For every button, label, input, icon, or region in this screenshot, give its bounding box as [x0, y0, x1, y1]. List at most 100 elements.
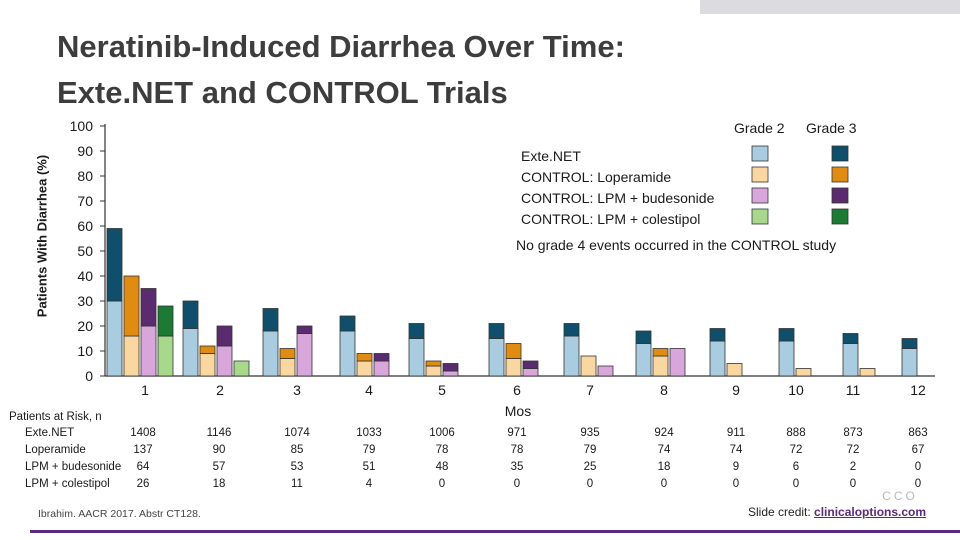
- top-bar-left: [0, 0, 700, 14]
- risk-value: 9: [732, 461, 740, 473]
- risk-value: 18: [657, 461, 671, 473]
- bar-grade3: [216, 325, 233, 347]
- risk-value: 74: [729, 444, 743, 456]
- bar-grade3: [262, 308, 279, 332]
- bar-grade2: [709, 340, 726, 377]
- bar-grade3: [356, 353, 373, 362]
- bar-grade3: [652, 348, 669, 357]
- bar-grade2: [356, 360, 373, 377]
- risk-value: 0: [849, 478, 857, 490]
- bar-grade2: [106, 300, 123, 377]
- bar-grade3: [296, 325, 313, 334]
- x-tick-label: 6: [513, 382, 521, 398]
- title-line-2: Exte.NET and CONTROL Trials: [57, 75, 508, 110]
- bar-grade2: [726, 363, 743, 377]
- risk-value: 64: [136, 461, 150, 473]
- bar-grade3: [488, 323, 505, 339]
- legend-swatch-grade3: [831, 208, 849, 225]
- legend-swatch-grade2: [751, 208, 769, 225]
- bar-grade3: [140, 288, 157, 327]
- risk-value: 1408: [130, 427, 156, 439]
- risk-value: 72: [789, 444, 803, 456]
- legend-swatch-grade3: [831, 187, 849, 204]
- bar-grade2: [580, 355, 597, 377]
- risk-value: 78: [435, 444, 449, 456]
- bar-grade2: [279, 358, 296, 377]
- bar-grade2: [339, 330, 356, 377]
- risk-value: 11: [291, 478, 303, 490]
- risk-value: 79: [583, 444, 597, 456]
- bar-grade3: [279, 348, 296, 359]
- bar-grade3: [157, 305, 174, 337]
- bar-grade3: [182, 300, 199, 329]
- bar-grade2: [442, 370, 459, 377]
- risk-row-label: Exte.NET: [25, 427, 75, 439]
- y-tick-label: 30: [77, 293, 93, 309]
- bar-grade2: [233, 360, 250, 377]
- bar-grade2: [199, 353, 216, 377]
- risk-value: 1033: [356, 427, 382, 439]
- bar-grade2: [216, 345, 233, 377]
- bar-grade2: [123, 335, 140, 377]
- risk-value: 53: [290, 461, 304, 473]
- x-tick-label: 8: [660, 382, 668, 398]
- bar-grade2: [522, 368, 539, 377]
- risk-value: 57: [212, 461, 226, 473]
- risk-value: 0: [732, 478, 740, 490]
- top-bar-right: [700, 0, 960, 14]
- y-tick-label: 100: [70, 118, 94, 134]
- risk-value: 6: [792, 461, 800, 473]
- bar-grade2: [901, 348, 918, 377]
- bar-grade3: [709, 328, 726, 342]
- legend-swatch-grade3: [831, 145, 849, 162]
- x-tick-label: 4: [365, 382, 373, 398]
- legend-swatch-grade2: [751, 145, 769, 162]
- bar-grade3: [442, 363, 459, 372]
- bar-grade2: [505, 358, 522, 377]
- bar-grade2: [488, 338, 505, 377]
- risk-value: 0: [586, 478, 594, 490]
- risk-value: 74: [657, 444, 671, 456]
- bar-grade2: [182, 328, 199, 377]
- risk-value: 0: [914, 461, 922, 473]
- bar-grade2: [157, 335, 174, 377]
- risk-header: Patients at Risk, n: [9, 411, 102, 423]
- x-tick-label: 5: [438, 382, 446, 398]
- y-tick-label: 90: [77, 143, 93, 159]
- bar-grade2: [140, 325, 157, 377]
- risk-value: 2: [849, 461, 857, 473]
- bar-grade2: [652, 355, 669, 377]
- bar-grade2: [425, 365, 442, 377]
- y-tick-label: 70: [77, 193, 93, 209]
- bar-grade3: [505, 343, 522, 359]
- x-tick-label: 9: [732, 382, 740, 398]
- risk-value: 4: [365, 478, 373, 490]
- risk-row-label: Loperamide: [25, 444, 86, 456]
- risk-value: 971: [507, 427, 527, 439]
- y-tick-label: 50: [77, 243, 93, 259]
- credit-prefix: Slide credit:: [748, 505, 815, 519]
- y-tick-label: 40: [77, 268, 93, 284]
- credit-link[interactable]: clinicaloptions.com: [814, 505, 927, 519]
- risk-value: 51: [362, 461, 376, 473]
- bar-grade3: [123, 275, 140, 337]
- risk-value: 90: [212, 444, 226, 456]
- bar-grade2: [635, 343, 652, 377]
- risk-value: 1146: [206, 427, 232, 439]
- risk-value: 0: [438, 478, 446, 490]
- risk-value: 911: [726, 427, 746, 439]
- risk-value: 72: [846, 444, 860, 456]
- risk-value: 1006: [429, 427, 455, 439]
- bar-grade2: [563, 335, 580, 377]
- x-tick-label: 1: [141, 382, 149, 398]
- legend-label: CONTROL: LPM + budesonide: [521, 190, 715, 206]
- bar-grade3: [199, 345, 216, 354]
- risk-value: 924: [654, 427, 674, 439]
- bar-grade2: [778, 340, 795, 377]
- risk-value: 888: [786, 427, 806, 439]
- bar-grade3: [408, 323, 425, 339]
- x-tick-label: 3: [293, 382, 301, 398]
- slide-credit: Slide credit: clinicaloptions.com: [748, 505, 926, 519]
- bar-grade2: [373, 360, 390, 377]
- bar-grade3: [901, 338, 918, 349]
